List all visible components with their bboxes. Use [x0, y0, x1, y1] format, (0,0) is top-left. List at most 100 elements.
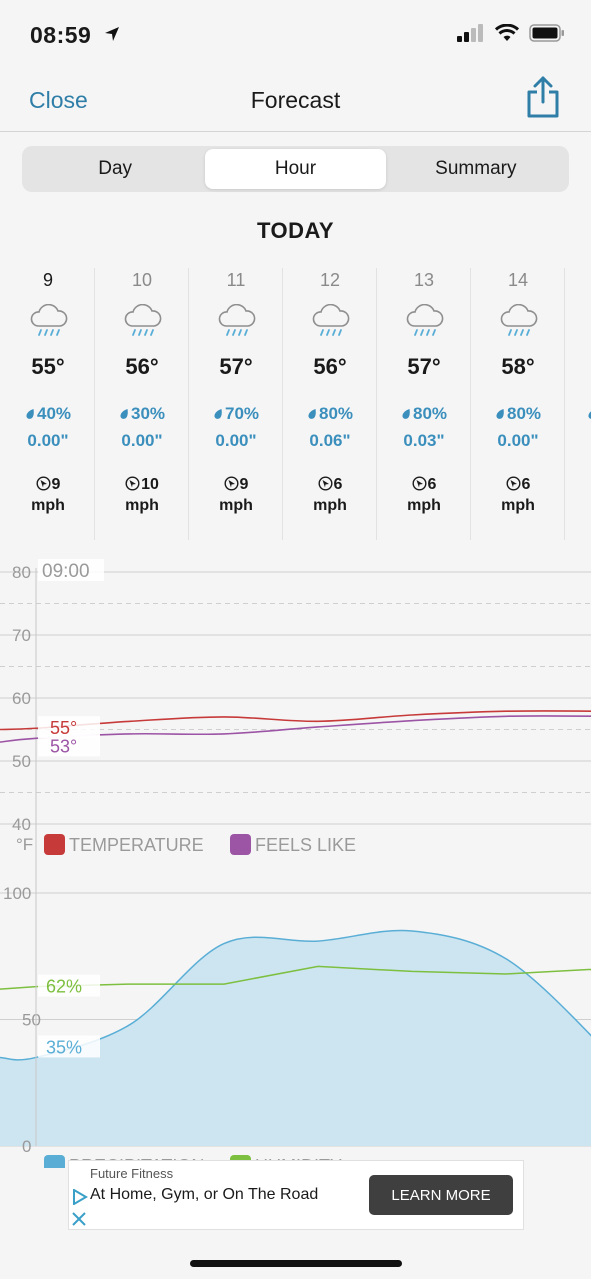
drop-icon: [26, 409, 34, 419]
hour-column[interactable]: 10 56° 30% 0.00" 10 mph: [95, 258, 189, 540]
hour-precip-chance: 80%: [283, 404, 377, 424]
hour-wind: 10 mph: [125, 476, 159, 514]
hour-precip-amount: 0.06": [309, 431, 351, 450]
hour-time: 14: [507, 270, 529, 290]
hour-time: 12: [319, 270, 341, 290]
rain-cloud-icon: [500, 304, 538, 336]
wind-direction-icon: [318, 476, 333, 491]
hour-separator: [376, 268, 377, 540]
rain-cloud-icon: [406, 304, 444, 336]
hour-column[interactable]: 11 57° 70% 0.00" 9 mph: [189, 258, 283, 540]
y-tick-label: 70: [12, 626, 31, 645]
hour-temperature: 55°: [31, 354, 65, 379]
hour-precip-chance: 30%: [95, 404, 189, 424]
wind-direction-icon: [224, 476, 239, 491]
hour-precip-chance: 80%: [377, 404, 471, 424]
cursor-value-label: 55°: [50, 718, 77, 738]
battery-icon: [529, 24, 564, 42]
page-title: Forecast: [250, 87, 341, 113]
wind-direction-icon: [36, 476, 51, 491]
hour-precip-chance: 40%: [1, 404, 95, 424]
hour-separator: [282, 268, 283, 540]
hour-column[interactable]: 14 58° 80% 0.00" 6 mph: [471, 258, 565, 540]
status-bar: 08:59: [0, 0, 591, 70]
hour-wind: 9 mph: [31, 476, 65, 514]
cursor-label-bg: [38, 559, 104, 581]
ad-choices-icon[interactable]: [72, 1189, 88, 1205]
wind-direction-icon: [506, 476, 521, 491]
hour-wind: 6 mph: [501, 476, 535, 514]
drop-icon: [120, 409, 128, 419]
legend-swatch: [44, 834, 65, 855]
navigation-bar: Close Forecast: [0, 70, 591, 132]
close-button[interactable]: Close: [29, 87, 88, 113]
location-arrow-icon: [105, 27, 119, 41]
ad-close-icon[interactable]: [71, 1211, 87, 1227]
tab-summary[interactable]: Summary: [435, 158, 517, 179]
cursor-value-label: 62%: [46, 977, 82, 997]
series-area-precipitation: [0, 930, 591, 1146]
hour-temperature: 58°: [501, 354, 535, 379]
status-time: 08:59: [30, 22, 92, 48]
hourly-forecast-strip[interactable]: 9 55° 40% 0.00" 9 mph 10 56° 30% 0.00" 1…: [0, 258, 591, 540]
ad-banner[interactable]: Future Fitness At Home, Gym, or On The R…: [68, 1160, 524, 1230]
rain-cloud-icon: [218, 304, 256, 336]
hour-separator: [470, 268, 471, 540]
hour-precip-amount: 0.00": [27, 431, 69, 450]
y-tick-label: 80: [12, 563, 31, 582]
tab-hour[interactable]: Hour: [205, 149, 386, 189]
y-tick-label: 60: [12, 689, 31, 708]
wind-direction-icon: [412, 476, 427, 491]
view-segmented-control: Day Hour Summary: [22, 146, 569, 192]
temperature-chart[interactable]: 80 70 60 50 40°F 09:00 55°53° TEMPERATURE FEELS …: [0, 548, 591, 868]
hour-precip-amount: 0.00": [121, 431, 163, 450]
hour-separator: [188, 268, 189, 540]
hour-precip-amount: 0.03": [403, 431, 445, 450]
ad-brand: Future Fitness: [90, 1166, 174, 1181]
drop-icon: [588, 411, 591, 419]
hour-temperature: 56°: [125, 354, 159, 379]
hour-column[interactable]: 9 55° 40% 0.00" 9 mph: [1, 258, 95, 540]
cursor-value-bg: [38, 974, 100, 997]
hour-wind: 6 mph: [407, 476, 441, 514]
hour-wind: 9 mph: [219, 476, 253, 514]
y-tick-label: 40: [12, 815, 31, 834]
hour-precip-chance: 70%: [189, 404, 283, 424]
home-indicator: [190, 1260, 402, 1267]
learn-more-button[interactable]: LEARN MORE: [369, 1175, 513, 1215]
drop-icon: [402, 409, 410, 419]
y-tick-label: 50: [12, 752, 31, 771]
hour-temperature: 56°: [313, 354, 347, 379]
legend-label: FEELS LIKE: [255, 835, 356, 855]
hour-wind: 6 mph: [313, 476, 347, 514]
wind-direction-icon: [125, 476, 140, 491]
hour-time: 13: [413, 270, 435, 290]
cursor-value-label: 53°: [50, 736, 77, 756]
rain-cloud-icon: [124, 304, 162, 336]
hour-precip-amount: 0.00": [215, 431, 257, 450]
hour-time: 10: [131, 270, 153, 290]
tab-day[interactable]: Day: [98, 158, 133, 179]
drop-icon: [214, 409, 222, 419]
y-tick-label: 50: [22, 1011, 41, 1030]
drop-icon: [496, 409, 504, 419]
status-indicators: [457, 24, 565, 42]
y-tick-label: 100: [3, 884, 31, 903]
share-icon[interactable]: [525, 74, 561, 120]
hour-column[interactable]: 12 56° 80% 0.06" 6 mph: [283, 258, 377, 540]
legend-label: TEMPERATURE: [69, 835, 204, 855]
hour-column[interactable]: 13 57° 80% 0.03" 6 mph: [377, 258, 471, 540]
hour-precip-amount: 0.00": [497, 431, 539, 450]
legend-swatch: [44, 1155, 65, 1168]
legend-swatch: [230, 834, 251, 855]
hour-temperature: 57°: [407, 354, 441, 379]
cursor-value-bg: [38, 734, 100, 757]
drop-icon: [308, 409, 316, 419]
section-title: TODAY: [256, 218, 335, 243]
y-unit-label: °F: [16, 835, 33, 854]
cursor-time-label: 09:00: [42, 561, 90, 582]
hour-column-partial[interactable]: [565, 258, 591, 540]
hour-separator: [564, 268, 565, 540]
wifi-icon: [495, 24, 519, 41]
